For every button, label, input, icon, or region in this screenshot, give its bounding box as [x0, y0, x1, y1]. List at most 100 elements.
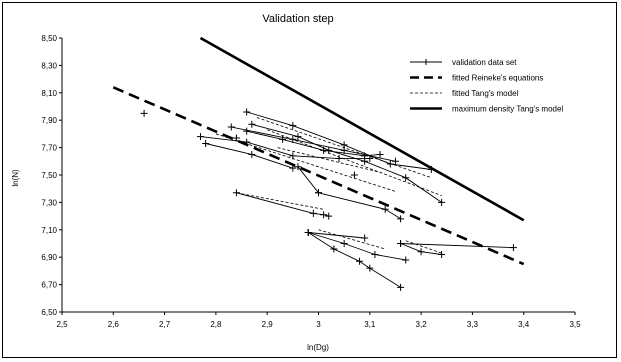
- tang-fit-line: [318, 229, 386, 250]
- validation-point-marker: [397, 215, 405, 223]
- fitted-tang-lines: [215, 117, 442, 254]
- y-tick-label: 7,50: [41, 171, 57, 180]
- x-tick-label: 2,7: [159, 320, 171, 329]
- reference-lines: [112, 36, 525, 266]
- y-tick-label: 8,10: [41, 89, 57, 98]
- y-tick-label: 6,90: [41, 253, 57, 262]
- axes: 6,50 6,70 6,90 7,10 7,30 7,50 7,70 7,90 8,10 8,30…: [41, 34, 581, 329]
- x-tick-label: 2,9: [262, 320, 274, 329]
- x-tick-label: 3,3: [467, 320, 479, 329]
- legend-plus-marker: [423, 59, 429, 65]
- validation-point-marker: [402, 256, 410, 264]
- validation-point-marker: [309, 209, 317, 217]
- y-axis-label: ln(N): [11, 169, 20, 187]
- validation-point-marker: [438, 198, 446, 206]
- validation-point-marker: [140, 109, 148, 117]
- y-tick-label: 7,70: [41, 144, 57, 153]
- validation-point-marker: [304, 229, 312, 237]
- validation-series-line: [307, 232, 401, 288]
- validation-point-marker: [356, 257, 364, 265]
- validation-point-marker: [243, 138, 251, 146]
- validation-point-marker: [397, 240, 405, 247]
- chart-frame: [2, 2, 617, 358]
- fitted-reineke-line: [112, 86, 525, 266]
- validation-point-marker: [366, 155, 374, 163]
- validation-point-marker: [232, 134, 240, 142]
- validation-point-marker: [381, 205, 389, 213]
- x-tick-label: 3,5: [569, 320, 581, 329]
- validation-series-line: [236, 192, 329, 217]
- validation-point-marker: [366, 264, 374, 272]
- validation-point-marker: [289, 135, 297, 143]
- tang-fit-line: [267, 129, 442, 196]
- tang-fit-line: [215, 133, 396, 192]
- validation-point-marker: [197, 133, 205, 141]
- validation-point-marker: [391, 157, 399, 165]
- validation-point-marker: [289, 164, 297, 172]
- legend-label: fitted Reineke's equations: [452, 74, 543, 83]
- validation-point-marker: [330, 245, 338, 253]
- validation-point-marker: [325, 212, 333, 220]
- chart-title: Validation step: [262, 13, 333, 25]
- x-tick-label: 2,8: [210, 320, 222, 329]
- validation-point-marker: [315, 189, 322, 197]
- y-tick-label: 7,90: [41, 116, 57, 125]
- validation-point-marker: [294, 163, 302, 171]
- x-tick-label: 3,2: [416, 320, 428, 329]
- x-tick-label: 3: [316, 320, 321, 329]
- tang-fit-line: [277, 147, 381, 173]
- validation-point-marker: [427, 166, 435, 174]
- validation-series-line: [251, 123, 442, 203]
- validation-point-marker: [386, 160, 394, 168]
- validation-point-marker: [289, 152, 297, 160]
- x-tick-label: 2,5: [56, 320, 68, 329]
- validation-point-marker: [350, 171, 358, 179]
- validation-point-marker: [376, 150, 384, 158]
- legend: validation data set fitted Reineke's equa…: [410, 58, 563, 114]
- validation-point-marker: [402, 174, 410, 182]
- legend-label: fitted Tang's model: [452, 89, 519, 98]
- validation-series-line: [400, 243, 514, 249]
- validation-series-line: [308, 232, 365, 239]
- validation-point-marker: [232, 189, 240, 197]
- x-tick-label: 3,4: [518, 320, 530, 329]
- validation-point-marker: [417, 248, 425, 256]
- x-tick-label: 3,1: [364, 320, 376, 329]
- y-tick-label: 7,30: [41, 198, 57, 207]
- validation-point-marker: [243, 127, 251, 135]
- validation-point-marker: [438, 250, 446, 258]
- legend-label: validation data set: [452, 58, 517, 67]
- validation-series-line: [308, 232, 406, 261]
- validation-point-marker: [509, 244, 517, 252]
- tang-fit-line: [236, 192, 324, 210]
- x-tick-label: 2,6: [108, 320, 120, 329]
- validation-point-marker: [320, 146, 328, 154]
- validation-point-marker: [371, 250, 379, 258]
- validation-point-marker: [248, 150, 256, 158]
- validation-point-marker: [248, 120, 256, 128]
- validation-point-marker: [335, 155, 343, 163]
- y-tick-label: 6,70: [41, 281, 57, 290]
- validation-point-marker: [340, 240, 348, 247]
- validation-point-marker: [397, 283, 405, 291]
- validation-series-line: [205, 143, 294, 169]
- validation-point-marker: [340, 146, 348, 154]
- validation-point-marker: [289, 122, 297, 130]
- validation-point-marker: [361, 234, 369, 242]
- validation-point-marker: [243, 108, 251, 116]
- y-tick-label: 8,30: [41, 61, 57, 70]
- validation-point-marker: [320, 211, 328, 219]
- max-density-tang-line: [199, 36, 525, 222]
- x-axis-label: ln(Dg): [307, 343, 329, 352]
- y-tick-label: 6,50: [41, 308, 57, 317]
- legend-label: maximum density Tang's model: [452, 105, 563, 114]
- tang-fit-line: [405, 240, 442, 254]
- y-tick-label: 8,50: [41, 34, 57, 43]
- y-tick-label: 7,10: [41, 226, 57, 235]
- validation-series-line: [297, 166, 319, 194]
- validation-point-marker: [294, 133, 302, 141]
- validation-point-marker: [227, 123, 235, 131]
- validation-series: [140, 108, 517, 291]
- validation-point-marker: [202, 139, 210, 147]
